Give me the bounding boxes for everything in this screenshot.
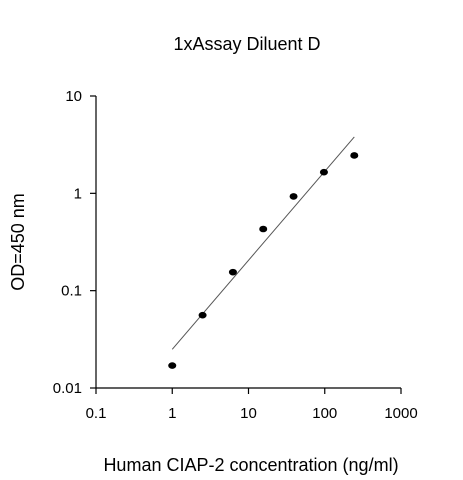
chart-title: 1xAssay Diluent D: [173, 34, 320, 54]
x-tick-label: 10: [240, 405, 257, 422]
data-point: [289, 193, 298, 200]
x-tick-label: 1: [168, 405, 176, 422]
y-tick-label: 1: [74, 185, 82, 202]
data-point: [228, 268, 237, 276]
x-axis-title: Human CIAP-2 concentration (ng/ml): [103, 455, 398, 475]
data-points: [168, 152, 359, 369]
x-axis-ticks: 0.1 1 10 100 1000: [86, 388, 418, 422]
y-axis-title: OD=450 nm: [8, 193, 28, 291]
y-tick-label: 0.1: [61, 283, 82, 300]
x-tick-label: 100: [312, 405, 337, 422]
data-point: [168, 362, 177, 369]
x-tick-label: 1000: [384, 405, 417, 422]
data-point: [198, 311, 207, 319]
x-tick-label: 0.1: [86, 405, 107, 422]
fit-line-layer: [171, 136, 355, 350]
data-point: [259, 225, 268, 233]
y-tick-label: 0.01: [53, 380, 82, 397]
y-tick-label: 10: [65, 88, 82, 105]
y-axis-ticks: 0.01 0.1 1 10: [53, 88, 96, 397]
fit-line: [171, 136, 355, 350]
plot-area: [95, 96, 401, 389]
data-point: [350, 152, 359, 159]
data-point: [319, 168, 328, 176]
